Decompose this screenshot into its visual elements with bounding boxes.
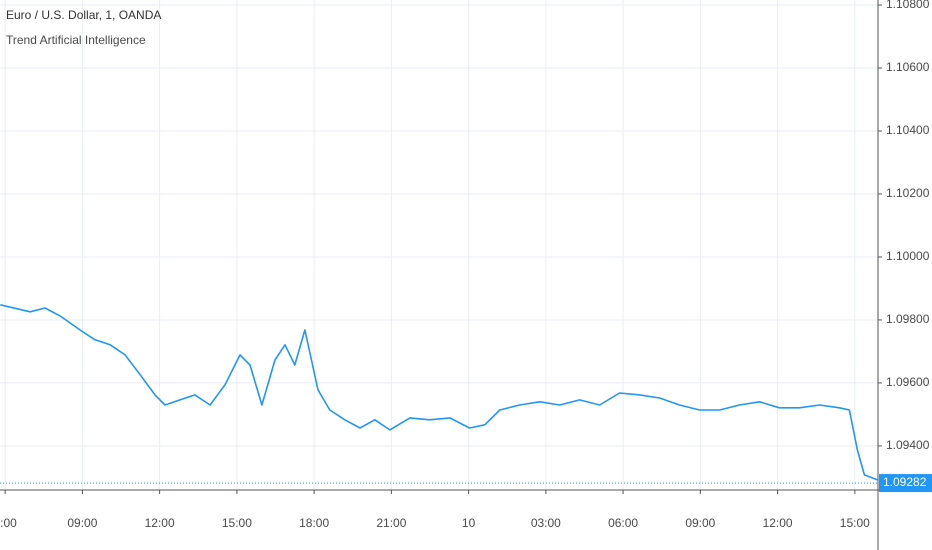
- x-tick-label: 09:00: [67, 516, 97, 530]
- x-tick-label: 06:00: [608, 516, 638, 530]
- y-tick-label: 1.10200: [886, 186, 930, 200]
- y-tick-label: 1.09400: [886, 438, 930, 452]
- x-tick-label: 09:00: [685, 516, 715, 530]
- y-tick-label: 1.10800: [886, 0, 930, 11]
- x-tick-label: 6:00: [0, 516, 17, 530]
- y-tick-label: 1.10000: [886, 249, 930, 263]
- x-tick-label: 03:00: [531, 516, 561, 530]
- x-tick-label: 15:00: [222, 516, 252, 530]
- x-tick-label: 15:00: [840, 516, 870, 530]
- y-tick-label: 1.09800: [886, 312, 930, 326]
- chart-subtitle: Trend Artificial Intelligence: [6, 33, 146, 47]
- y-tick-label: 1.10400: [886, 123, 930, 137]
- last-price-label: 1.09282: [883, 475, 927, 489]
- y-tick-label: 1.09600: [886, 375, 930, 389]
- x-tick-label: 12:00: [145, 516, 175, 530]
- chart-title: Euro / U.S. Dollar, 1, OANDA: [6, 8, 161, 22]
- y-tick-label: 1.10600: [886, 60, 930, 74]
- last-price-box: [879, 474, 932, 493]
- x-tick-label: 12:00: [763, 516, 793, 530]
- x-tick-label: 10: [462, 516, 476, 530]
- price-line: [0, 304, 878, 481]
- x-tick-label: 21:00: [376, 516, 406, 530]
- x-tick-label: 18:00: [299, 516, 329, 530]
